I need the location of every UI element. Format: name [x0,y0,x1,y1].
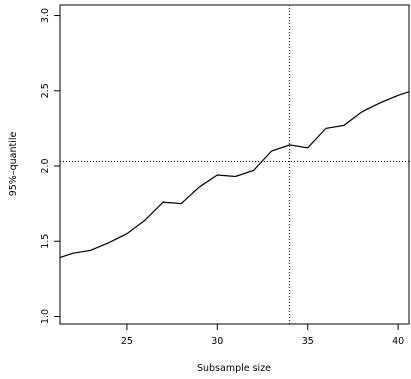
y-tick-label: 2.5 [40,83,51,98]
y-axis-label: 95%–quantile [8,132,19,197]
x-tick-label: 30 [211,336,223,347]
x-tick-label: 40 [392,336,404,347]
x-axis: 25 30 35 40 [121,324,404,347]
y-tick-label: 3.0 [40,8,51,23]
x-tick-label: 25 [121,336,133,347]
y-tick-label: 2.0 [40,158,51,173]
y-tick-label: 1.5 [40,234,51,249]
plot-frame [59,4,410,325]
series-line [60,91,409,259]
y-axis: 1.0 1.5 2.0 2.5 3.0 [40,8,60,324]
x-axis-label: Subsample size [197,363,271,374]
x-tick-label: 35 [302,336,314,347]
y-tick-label: 1.0 [40,309,51,324]
